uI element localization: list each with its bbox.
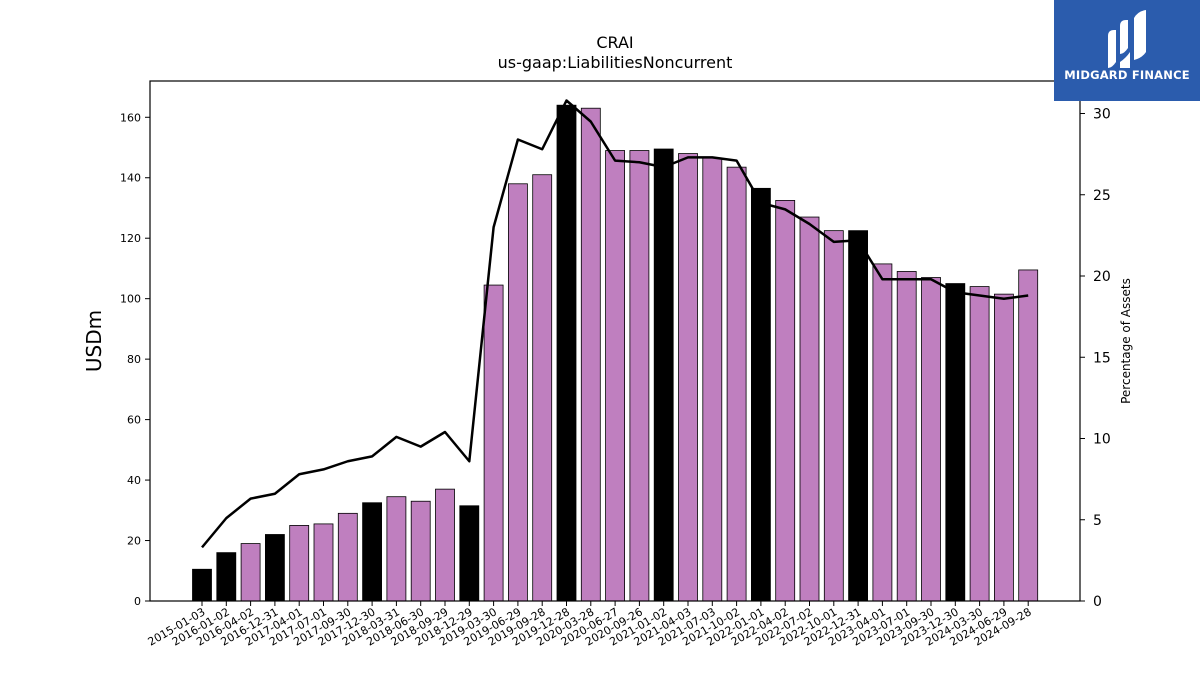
bar-2017-09-30 bbox=[337, 512, 358, 602]
bar-2019-06-29 bbox=[507, 183, 528, 602]
brand-name: MIDGARD FINANCE bbox=[1064, 68, 1190, 82]
left-tick-label: 80 bbox=[127, 353, 141, 366]
percentage-line bbox=[201, 99, 1029, 549]
bar-2021-01-02 bbox=[653, 148, 674, 602]
chart-title: CRAI bbox=[596, 33, 633, 52]
x-axis-ticks: 2015-01-032016-01-022016-04-022016-12-31… bbox=[146, 601, 1034, 649]
bar-2020-03-28 bbox=[580, 107, 601, 602]
bar-2022-01-01 bbox=[751, 187, 771, 602]
bar-2019-12-28 bbox=[556, 104, 577, 602]
bar-2024-03-30 bbox=[969, 286, 990, 602]
bar-group bbox=[192, 104, 1039, 602]
bar-2021-04-03 bbox=[678, 153, 698, 602]
left-axis-ticks: 0 20 40 60 80 100 120 140 160 bbox=[120, 111, 150, 608]
bar-2023-04-01 bbox=[872, 263, 893, 602]
bar-2019-03-30 bbox=[483, 284, 504, 602]
chart-subtitle: us-gaap:LiabilitiesNoncurrent bbox=[498, 53, 733, 72]
bar-2020-09-26 bbox=[629, 150, 650, 602]
bar-2024-06-29 bbox=[994, 293, 1014, 602]
bar-2023-09-30 bbox=[921, 277, 941, 602]
left-tick-label: 160 bbox=[120, 111, 141, 124]
bar-2022-04-02 bbox=[775, 200, 796, 602]
left-tick-label: 100 bbox=[120, 293, 141, 306]
bar-2018-09-29 bbox=[435, 488, 455, 602]
bar-2022-10-01 bbox=[823, 230, 844, 602]
bar-2016-12-31 bbox=[264, 534, 285, 602]
bar-2017-12-30 bbox=[362, 502, 383, 602]
bar-2024-09-28 bbox=[1018, 269, 1039, 602]
bar-2023-07-01 bbox=[896, 271, 917, 602]
bar-2017-04-01 bbox=[289, 525, 310, 602]
bar-2017-07-01 bbox=[313, 523, 334, 602]
right-tick-label: 25 bbox=[1093, 188, 1111, 204]
right-tick-label: 15 bbox=[1093, 350, 1111, 366]
left-tick-label: 20 bbox=[127, 535, 141, 548]
bar-2020-06-27 bbox=[605, 150, 625, 602]
y-axis-label-left: USDm bbox=[82, 310, 106, 372]
bar-2019-09-28 bbox=[532, 174, 553, 602]
bar-2023-12-30 bbox=[945, 283, 966, 602]
midgard-logo-icon bbox=[1108, 10, 1146, 68]
left-tick-label: 40 bbox=[127, 474, 141, 487]
brand-logo: MIDGARD FINANCE bbox=[1054, 0, 1200, 101]
bar-2022-12-31 bbox=[848, 230, 868, 602]
left-tick-label: 0 bbox=[134, 595, 141, 608]
bar-2015-01-03 bbox=[192, 568, 212, 602]
bar-2021-07-03 bbox=[702, 157, 723, 602]
right-tick-label: 10 bbox=[1093, 432, 1111, 448]
bar-2022-07-02 bbox=[799, 216, 820, 602]
left-tick-label: 60 bbox=[127, 414, 141, 427]
right-tick-label: 0 bbox=[1093, 594, 1102, 610]
right-tick-label: 30 bbox=[1093, 107, 1111, 123]
bar-2016-04-02 bbox=[240, 543, 261, 602]
left-tick-label: 140 bbox=[120, 172, 141, 185]
bar-2018-12-29 bbox=[459, 505, 480, 602]
right-tick-label: 20 bbox=[1093, 269, 1111, 285]
y-axis-label-right: Percentage of Assets bbox=[1119, 278, 1133, 404]
bar-2016-01-02 bbox=[216, 552, 237, 602]
line-layer bbox=[201, 99, 1029, 549]
bar-2021-10-02 bbox=[726, 166, 747, 602]
right-axis-ticks: 0 5 10 15 20 25 30 bbox=[1080, 107, 1111, 610]
right-tick-label: 5 bbox=[1093, 513, 1102, 529]
bar-2018-06-30 bbox=[410, 500, 431, 602]
bar-2018-03-31 bbox=[386, 496, 407, 602]
left-tick-label: 120 bbox=[120, 232, 141, 245]
